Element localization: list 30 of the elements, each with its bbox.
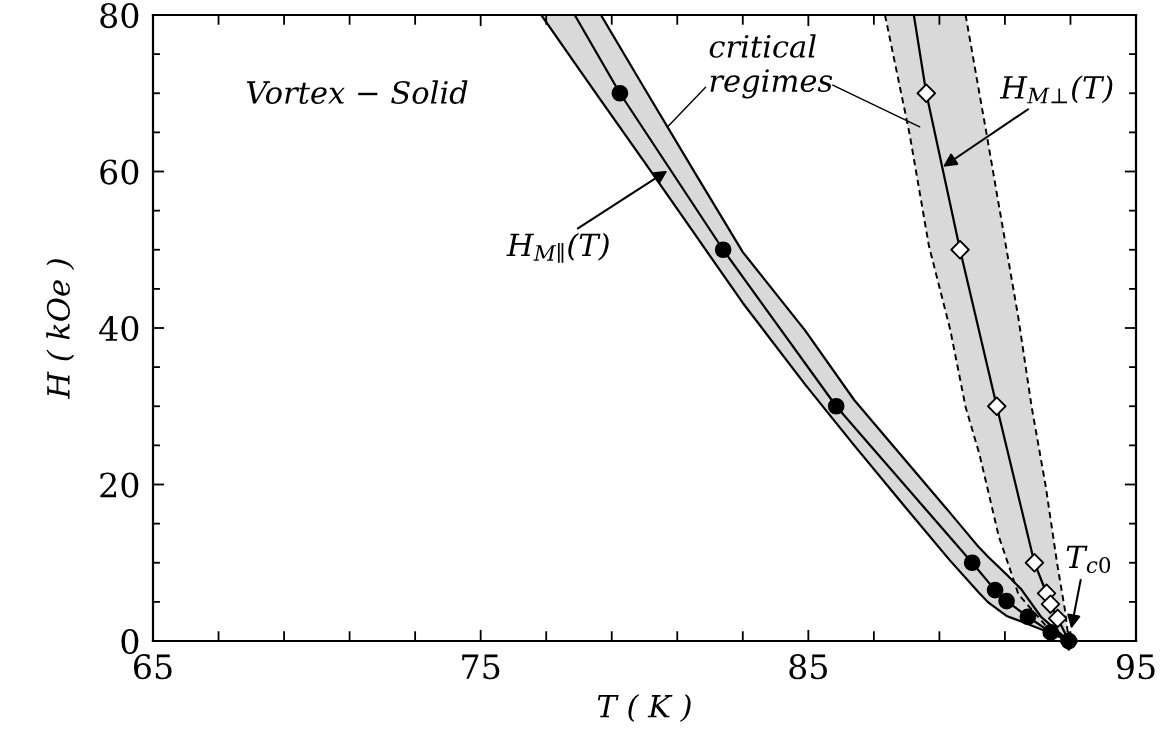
point [611, 84, 629, 102]
y-tick-label: 40 [99, 315, 139, 342]
x-tick-label: 95 [1116, 654, 1155, 680]
y-tick-label: 0 [121, 628, 139, 655]
point [1024, 553, 1045, 573]
point [998, 592, 1015, 610]
x-tick-label: 85 [789, 654, 827, 680]
annotation: H$_{M⊥}$(T) [999, 75, 1113, 104]
x-tick-label: 65 [134, 654, 172, 680]
point [1042, 624, 1060, 641]
point [987, 396, 1007, 416]
annotation: T$_{c0}$ [1066, 545, 1111, 574]
annotation: H$_{M∥}$(T) [506, 232, 609, 263]
point [827, 397, 845, 415]
point [1047, 608, 1068, 628]
y-tick-label: 80 [100, 2, 139, 29]
point [950, 240, 970, 260]
point [1019, 608, 1037, 626]
point [1040, 594, 1061, 614]
y-tick-label: 60 [100, 159, 139, 185]
x-axis-title: T ( K ) [597, 694, 691, 723]
point [916, 83, 936, 103]
point [963, 554, 981, 572]
y-axis-title: H ( kOe ) [46, 259, 75, 400]
point [986, 581, 1004, 599]
point [714, 241, 732, 259]
annotation: Vortex − Solid [246, 80, 468, 104]
y-tick-label: 20 [100, 472, 139, 498]
x-tick-label: 75 [462, 654, 500, 680]
annotation: critical regimes [709, 34, 833, 99]
